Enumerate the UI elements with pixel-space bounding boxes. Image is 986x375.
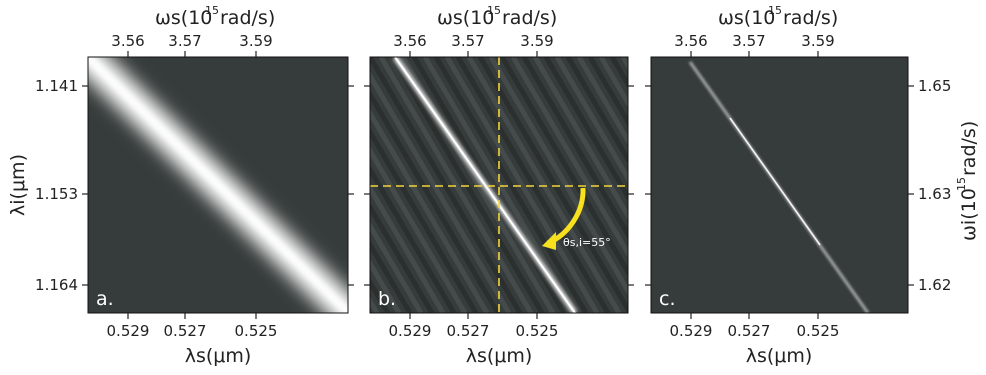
right-axis-title: ωi(10 15 rad/s) (955, 121, 980, 241)
fringe-stripe (370, 258, 402, 313)
bottom-tick-label: 0.529 (107, 322, 150, 340)
top-axis-title-sup: 15 (487, 4, 501, 17)
fringe-stripe (576, 57, 628, 146)
top-axis-title-tail: rad/s) (220, 7, 275, 29)
angle-annotation: θs,i=55° (563, 236, 611, 249)
bottom-axis-title-a: λs(μm) (185, 345, 252, 367)
bottom-tick-label: 0.527 (728, 322, 771, 340)
right-axis-title-main: ωi(10 (958, 188, 980, 241)
panel-c-tag: c. (659, 288, 676, 310)
top-axis-title-tail: rad/s) (783, 7, 838, 29)
top-axis-title-main: ωs(10 (155, 7, 212, 29)
right-tick-label: 1.65 (918, 77, 951, 95)
right-tick-label: 1.62 (918, 276, 951, 294)
left-tick-label: 1.164 (35, 276, 78, 294)
top-axis-title-sup: 15 (205, 4, 219, 17)
fringe-stripe (554, 57, 628, 184)
right-tick-label: 1.63 (918, 185, 951, 203)
fringe-stripe (370, 145, 468, 313)
fringe-stripe (521, 57, 628, 240)
panel-c-background (651, 57, 908, 313)
right-axis-title-sup: 15 (955, 177, 968, 191)
bottom-tick-label: 0.529 (389, 322, 432, 340)
ridge-b-core (394, 57, 576, 313)
fringe-stripe (488, 57, 628, 296)
fringe-stripe (543, 57, 628, 202)
fringe-stripe (499, 57, 628, 277)
fringe-stripe (370, 239, 413, 313)
fringe-stripe (370, 70, 512, 313)
fringe-stripe (370, 108, 490, 313)
fringe-stripe (370, 127, 479, 313)
fringe-stripe (587, 57, 628, 127)
bottom-tick-label: 0.525 (235, 322, 278, 340)
top-tick-label: 3.57 (451, 32, 484, 50)
top-tick-label: 3.59 (520, 32, 553, 50)
fringe-stripe (422, 57, 578, 313)
left-tick-label: 1.141 (35, 77, 78, 95)
fringe-stripe (510, 57, 628, 259)
top-tick-label: 3.57 (732, 32, 765, 50)
top-tick-label: 3.59 (801, 32, 834, 50)
ridge-a-core (88, 57, 348, 313)
fringe-stripe (444, 57, 600, 313)
fringe-stripe (532, 57, 628, 221)
bottom-tick-label: 0.527 (164, 322, 207, 340)
fringe-stripe (466, 57, 622, 313)
panel-a: a. 3.56 3.57 3.59 0.529 0.527 0.525 1.14… (35, 32, 349, 340)
fringe-stripe (565, 57, 628, 165)
panel-a-tag: a. (96, 288, 114, 310)
top-axis-title-c: ωs(10 15 rad/s) (718, 4, 838, 29)
top-axis-title-tail: rad/s) (502, 7, 557, 29)
top-axis-title-b: ωs(10 15 rad/s) (437, 4, 557, 29)
panel-b: θs,i=55° b. 3.56 3.57 3.59 0.529 0.527 0… (348, 32, 651, 340)
top-axis-title-main: ωs(10 (437, 7, 494, 29)
top-tick-label: 3.56 (393, 32, 426, 50)
fringe-stripe (433, 57, 589, 313)
top-tick-label: 3.57 (168, 32, 201, 50)
fringe-stripe (411, 57, 567, 313)
top-axis-title-a: ωs(10 15 rad/s) (155, 4, 275, 29)
top-tick-label: 3.56 (111, 32, 144, 50)
left-axis-title: λi(μm) (7, 154, 29, 216)
bottom-tick-label: 0.529 (670, 322, 713, 340)
ridge-c-core (729, 117, 821, 246)
top-tick-label: 3.56 (674, 32, 707, 50)
panel-c: c. 3.56 3.57 3.59 0.529 0.527 0.525 1.65… (650, 32, 951, 340)
bottom-tick-label: 0.525 (516, 322, 559, 340)
bottom-tick-label: 0.525 (797, 322, 840, 340)
angle-arrow-head (542, 232, 556, 250)
top-axis-title-sup: 15 (768, 4, 782, 17)
top-tick-label: 3.59 (239, 32, 272, 50)
fringe-stripe (370, 89, 501, 313)
panel-b-tag: b. (378, 288, 396, 310)
bottom-tick-label: 0.527 (447, 322, 490, 340)
fringe-stripe (598, 57, 628, 109)
fringe-stripe (370, 164, 457, 313)
fringe-stripe (370, 57, 523, 313)
fringe-stripe (477, 57, 628, 313)
fringe-stripe (455, 57, 611, 313)
fringe-stripe (370, 202, 435, 313)
fringe-stripe (370, 221, 424, 313)
fringe-stripe (389, 57, 545, 313)
bottom-axis-title-c: λs(μm) (746, 345, 813, 367)
bottom-axis-title-b: λs(μm) (466, 345, 533, 367)
left-tick-label: 1.153 (35, 185, 78, 203)
right-axis-title-tail: rad/s) (958, 121, 980, 176)
top-axis-title-main: ωs(10 (718, 7, 775, 29)
fringe-stripe (378, 57, 534, 313)
fringe-pattern (370, 57, 628, 313)
fringe-stripe (370, 183, 446, 313)
